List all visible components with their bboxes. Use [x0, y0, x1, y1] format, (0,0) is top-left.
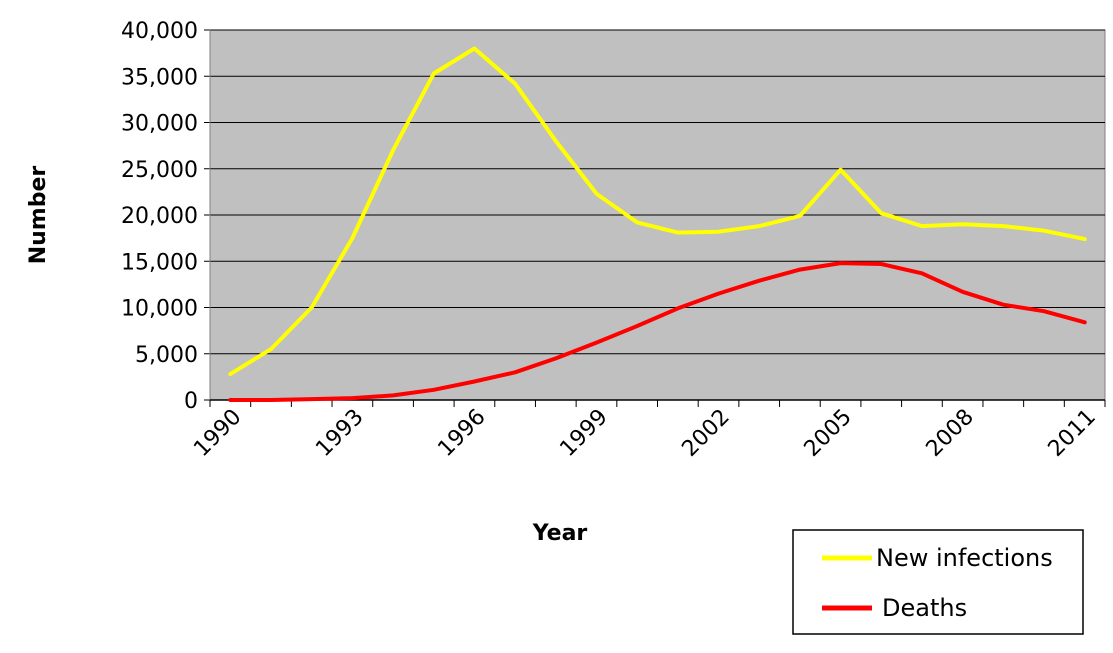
- x-tick-label: 2011: [1044, 405, 1101, 462]
- y-axis-title: Number: [26, 166, 51, 265]
- y-tick-label: 15,000: [121, 250, 198, 275]
- series-line-deaths: [228, 261, 1087, 402]
- y-tick-label: 10,000: [121, 297, 198, 322]
- x-tick-label: 1993: [311, 405, 368, 462]
- y-tick-label: 25,000: [121, 158, 198, 183]
- y-tick-label: 30,000: [121, 112, 198, 137]
- legend: New infections Deaths: [792, 529, 1084, 635]
- x-tick-label: 1999: [555, 405, 612, 462]
- y-tick-label: 0: [184, 389, 198, 414]
- x-tick-label: 2005: [800, 405, 857, 462]
- legend-label-deaths: Deaths: [882, 594, 967, 622]
- y-axis-ticks: 0 5,000 10,000 15,000 20,000 25,000 30,000 35,0…: [121, 19, 211, 414]
- y-tick-label: 40,000: [121, 19, 198, 44]
- y-tick-label: 5,000: [135, 343, 198, 368]
- x-axis-ticks: 1990 1993 1996 1999 2002 2005 2008 2011: [189, 400, 1106, 462]
- legend-box: [792, 529, 1084, 635]
- x-tick-label: 1996: [433, 405, 490, 462]
- x-tick-label: 2008: [922, 405, 979, 462]
- x-axis-title: Year: [532, 521, 588, 546]
- series-lines: [228, 46, 1087, 402]
- gridlines: [210, 29, 1105, 355]
- series-line-new-infections: [228, 46, 1087, 377]
- legend-label-new-infections: New infections: [876, 544, 1053, 572]
- x-tick-label: 2002: [677, 405, 734, 462]
- y-tick-label: 35,000: [121, 65, 198, 90]
- y-tick-label: 20,000: [121, 204, 198, 229]
